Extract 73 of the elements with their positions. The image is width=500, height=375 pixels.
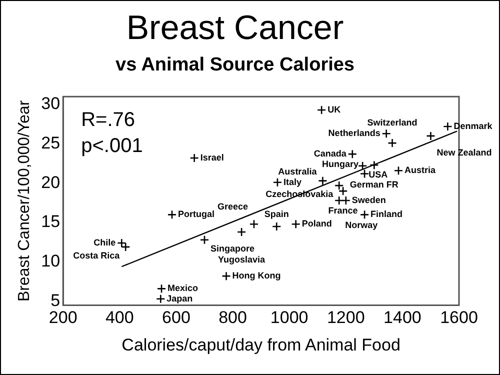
- point: [341, 196, 351, 206]
- annotation: Costa Rica: [73, 250, 121, 260]
- point: [348, 149, 358, 159]
- point: [156, 294, 166, 304]
- annotation: Chile: [94, 238, 116, 248]
- point: [316, 105, 326, 115]
- annotation: Netherlands: [328, 128, 380, 138]
- point: [382, 128, 391, 138]
- point: [388, 138, 397, 148]
- annotation: Canada: [314, 148, 348, 159]
- chart-subtitle: vs Animal Source Calories: [115, 54, 355, 76]
- point: [190, 153, 199, 163]
- annotation: Australia: [278, 166, 318, 176]
- y-tick-label: 30: [41, 94, 60, 114]
- annotation: Spain: [264, 208, 289, 219]
- x-tick-label: 1600: [440, 308, 478, 328]
- point: [394, 166, 404, 176]
- y-tick-label: 15: [41, 212, 60, 232]
- annotation: Portugal: [178, 209, 214, 220]
- point: [156, 284, 166, 294]
- point: [318, 176, 328, 186]
- point: [222, 271, 231, 281]
- point: [236, 227, 246, 237]
- annotation: R=.76: [81, 109, 136, 132]
- point: [426, 131, 436, 141]
- annotation: Hong Kong: [232, 270, 281, 281]
- x-tick-label: 1200: [326, 308, 365, 328]
- annotation: Israel: [200, 152, 224, 162]
- annotation: Switzerland: [367, 118, 418, 128]
- point: [272, 178, 282, 188]
- annotation: France: [328, 206, 358, 216]
- x-tick-label: 400: [105, 308, 134, 328]
- point: [360, 210, 370, 220]
- annotation: Norway: [345, 220, 378, 230]
- x-tick-label: 200: [48, 308, 78, 328]
- point: [167, 210, 177, 220]
- annotation: Austria: [404, 165, 436, 176]
- point: [358, 161, 368, 171]
- point: [120, 242, 130, 252]
- y-tick-label: 10: [41, 252, 60, 271]
- annotation: German FR: [350, 180, 399, 190]
- annotation: UK: [328, 104, 342, 114]
- point: [360, 169, 370, 178]
- x-tick-label: 1000: [270, 308, 308, 328]
- annotation: Sweden: [352, 194, 386, 205]
- y-axis-title: Breast Cancer/100,000/Year: [16, 100, 34, 302]
- annotation: Yugoslavia: [218, 254, 266, 264]
- annotation: USA: [368, 169, 388, 180]
- annotation: Japan: [166, 293, 193, 304]
- point: [249, 219, 259, 229]
- y-tick-label: 25: [41, 134, 60, 153]
- point: [200, 235, 210, 245]
- y-tick-label: 20: [41, 172, 60, 192]
- annotation: Hungary: [322, 159, 359, 170]
- point: [443, 122, 452, 132]
- annotation: Mexico: [168, 283, 199, 294]
- chart-title: Breast Cancer: [126, 8, 344, 47]
- annotation: p<.001: [81, 135, 143, 158]
- annotation: Finland: [370, 209, 403, 220]
- x-tick-label: 800: [218, 308, 247, 328]
- point: [116, 238, 126, 248]
- annotation: Greece: [217, 202, 248, 212]
- x-tick-label: 1400: [384, 308, 422, 328]
- annotation: Poland: [302, 218, 332, 229]
- annotation: Singapore: [210, 243, 255, 254]
- annotation: Italy: [283, 176, 302, 187]
- point: [370, 160, 379, 170]
- point: [272, 222, 282, 232]
- x-tick-label: 600: [162, 308, 190, 328]
- point: [334, 196, 344, 206]
- x-axis-title: Calories/caput/day from Animal Food: [122, 335, 400, 354]
- y-tick-label: 5: [50, 290, 60, 310]
- point: [291, 219, 300, 229]
